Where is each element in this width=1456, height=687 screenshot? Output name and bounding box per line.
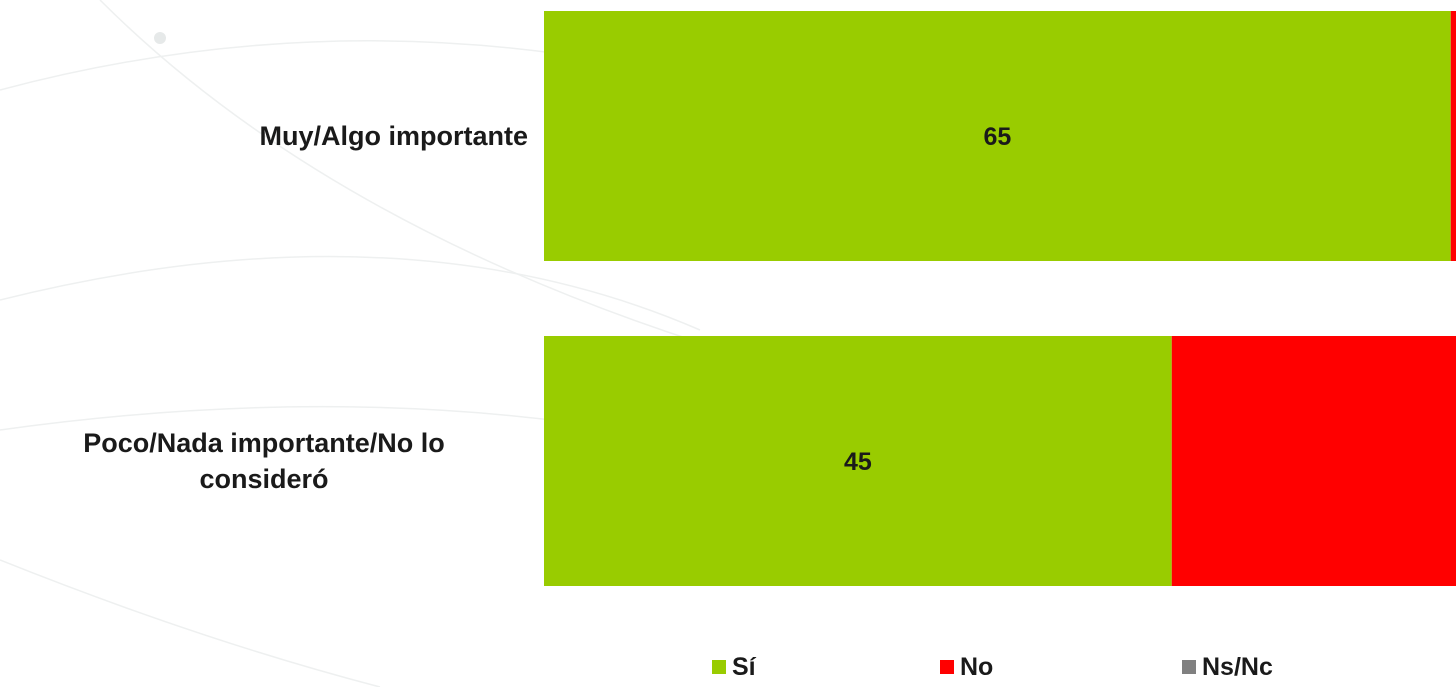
category-label-2: Poco/Nada importante/No lo consideró — [0, 424, 528, 498]
legend-item-si: Sí — [712, 652, 756, 682]
category-label-2-line1: Poco/Nada importante/No lo — [83, 428, 445, 458]
bar-si-cat1 — [544, 11, 1451, 261]
category-label-1: Muy/Algo importante — [0, 116, 529, 156]
legend-swatch-nsnc — [1182, 660, 1196, 674]
legend-label-nsnc: Ns/Nc — [1202, 652, 1273, 681]
legend-item-nsnc: Ns/Nc — [1182, 652, 1273, 682]
data-label-si-cat1: 65 — [983, 123, 1011, 151]
data-label-si-cat2: 45 — [844, 448, 872, 476]
bar-no-cat1 — [1450, 11, 1456, 261]
legend-swatch-si — [712, 660, 726, 674]
category-label-1-text: Muy/Algo importante — [259, 121, 529, 151]
bar-no-cat2 — [1171, 336, 1456, 586]
legend-label-si: Sí — [732, 652, 756, 681]
category-label-2-line2: consideró — [199, 464, 329, 494]
legend-swatch-no — [940, 660, 954, 674]
legend-item-no: No — [940, 652, 993, 682]
legend-label-no: No — [960, 652, 994, 681]
decor-dot — [154, 32, 166, 44]
bar-si-cat2 — [544, 336, 1172, 586]
